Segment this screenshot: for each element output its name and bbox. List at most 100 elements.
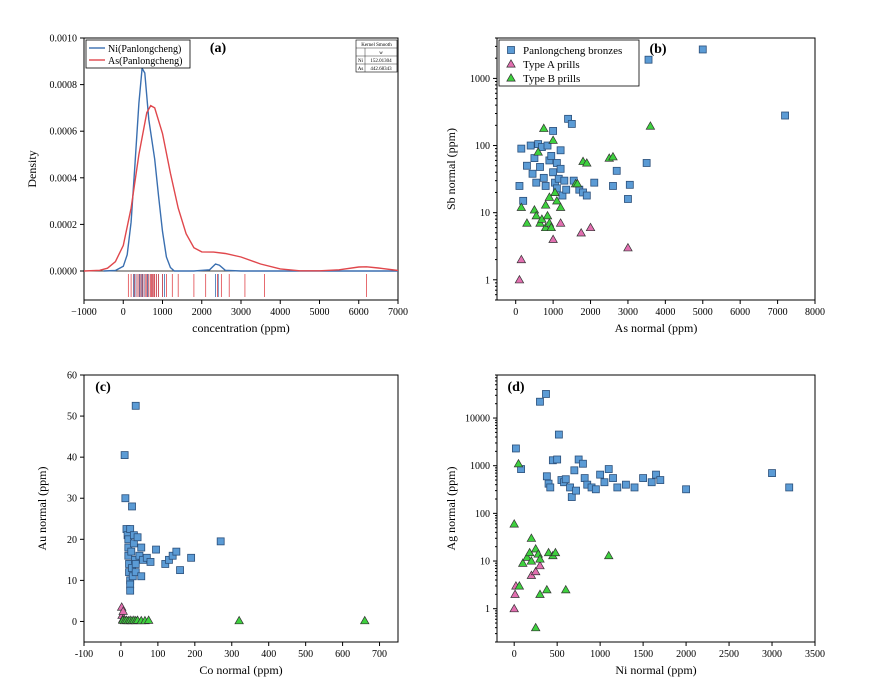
table-row-value: 152.01304 — [370, 59, 392, 64]
point-type-b-prills — [531, 210, 542, 220]
point-panlongcheng-bronzes — [682, 485, 690, 494]
point-type-a-prills — [548, 234, 558, 243]
point-panlongcheng-bronzes — [647, 478, 656, 487]
point-type-b-prills — [603, 550, 614, 560]
legend-label-panlongcheng-bronzes: Panlongcheng bronzes — [523, 45, 622, 57]
point-panlongcheng-bronzes — [639, 474, 648, 482]
x-tick-label-c: 400 — [261, 649, 276, 660]
x-tick-label-b: 2000 — [581, 307, 601, 318]
x-tick-label-c: 700 — [372, 649, 387, 660]
point-panlongcheng-bronzes — [561, 475, 570, 484]
point-type-b-prills — [543, 547, 554, 557]
point-type-b-prills — [540, 200, 551, 209]
y-tick-label-c: 20 — [67, 535, 77, 546]
plot-frame-b — [496, 37, 816, 301]
point-panlongcheng-bronzes — [560, 176, 569, 185]
y-tick-label-a: 0.0004 — [50, 173, 78, 184]
point-panlongcheng-bronzes — [622, 480, 630, 489]
point-panlongcheng-bronzes — [567, 493, 576, 501]
point-panlongcheng-bronzes — [127, 547, 136, 556]
panel-label-c: (c) — [95, 380, 111, 395]
point-panlongcheng-bronzes — [579, 459, 587, 468]
point-panlongcheng-bronzes — [600, 478, 609, 487]
y-tick-label-c: 10 — [67, 576, 77, 587]
legend-label-type-b-prills: Type B prills — [523, 73, 580, 85]
x-axis-label-d: Ni normal (ppm) — [615, 663, 696, 677]
point-panlongcheng-bronzes — [591, 485, 600, 494]
x-tick-label-c: 100 — [150, 649, 165, 660]
point-type-b-prills — [535, 554, 545, 563]
y-tick-label-d: 10000 — [465, 414, 490, 425]
y-axis-label-b: Sb normal (ppm) — [444, 128, 458, 210]
point-panlongcheng-bronzes — [612, 166, 621, 175]
point-panlongcheng-bronzes — [528, 169, 537, 178]
point-panlongcheng-bronzes — [146, 558, 155, 566]
x-axis-label-b: As normal (ppm) — [615, 321, 698, 335]
x-tick-label-d: 3000 — [762, 649, 782, 660]
point-type-b-prills — [608, 151, 618, 161]
point-panlongcheng-bronzes — [137, 543, 146, 552]
point-panlongcheng-bronzes — [609, 474, 617, 482]
panel-label-d: (d) — [507, 380, 524, 395]
x-axis-label-c: Co normal (ppm) — [199, 663, 282, 677]
point-type-b-prills — [234, 615, 244, 625]
legend-box-a — [85, 39, 191, 69]
x-tick-label-d: 1000 — [590, 649, 610, 660]
x-tick-label-c: 300 — [224, 649, 239, 660]
point-panlongcheng-bronzes — [515, 182, 524, 190]
y-tick-label-a: 0.0000 — [50, 267, 78, 278]
point-type-a-prills — [514, 274, 525, 284]
point-panlongcheng-bronzes — [630, 483, 639, 492]
point-panlongcheng-bronzes — [572, 486, 580, 495]
x-tick-label-a: 5000 — [310, 307, 330, 318]
point-panlongcheng-bronzes — [124, 535, 133, 544]
point-panlongcheng-bronzes — [625, 180, 634, 189]
point-panlongcheng-bronzes — [172, 547, 181, 556]
point-panlongcheng-bronzes — [176, 566, 184, 575]
point-type-a-prills — [530, 566, 541, 576]
x-tick-label-c: 200 — [187, 649, 202, 660]
y-axis-label-a: Density — [25, 150, 39, 187]
plot-frame-d — [496, 374, 816, 643]
y-tick-label-a: 0.0002 — [50, 220, 78, 231]
point-panlongcheng-bronzes — [120, 451, 129, 460]
legend-a: Ni(Panlongcheng)As(Panlongcheng) — [85, 39, 191, 69]
x-tick-label-b: 1000 — [543, 307, 563, 318]
x-tick-label-a: 4000 — [270, 307, 290, 318]
x-tick-label-b: 3000 — [618, 307, 638, 318]
point-panlongcheng-bronzes — [137, 572, 146, 581]
x-tick-label-a: 3000 — [231, 307, 251, 318]
x-tick-label-b: 6000 — [730, 307, 750, 318]
point-type-b-prills — [581, 158, 592, 167]
table-row-name: Ni — [358, 59, 364, 64]
point-panlongcheng-bronzes — [512, 444, 520, 453]
point-panlongcheng-bronzes — [582, 191, 591, 200]
legend-label-as: As(Panlongcheng) — [108, 56, 182, 67]
point-type-b-prills — [359, 615, 370, 625]
point-panlongcheng-bronzes — [536, 397, 544, 406]
y-tick-label-c: 60 — [67, 371, 77, 382]
point-type-a-prills — [576, 227, 586, 237]
y-tick-label-b: 1 — [485, 275, 490, 286]
point-panlongcheng-bronzes — [523, 161, 531, 170]
point-panlongcheng-bronzes — [556, 164, 565, 173]
point-panlongcheng-bronzes — [131, 560, 140, 568]
table-row-value: 442.68343 — [370, 67, 392, 72]
x-tick-label-d: 1500 — [633, 649, 653, 660]
legend-marker-type-a-prills — [506, 59, 516, 68]
plot-frame-a — [83, 37, 399, 301]
y-axis-label-c: Au normal (ppm) — [35, 467, 49, 551]
point-type-b-prills — [514, 581, 525, 590]
point-type-b-prills — [560, 584, 571, 594]
point-panlongcheng-bronzes — [596, 470, 605, 479]
point-type-a-prills — [516, 254, 527, 264]
point-panlongcheng-bronzes — [126, 586, 135, 595]
point-panlongcheng-bronzes — [547, 152, 556, 160]
point-type-a-prills — [118, 606, 128, 615]
point-panlongcheng-bronzes — [536, 163, 544, 171]
legend-box-b — [498, 39, 640, 87]
point-panlongcheng-bronzes — [519, 196, 528, 205]
point-type-b-prills — [555, 202, 566, 211]
x-tick-label-b: 7000 — [768, 307, 788, 318]
